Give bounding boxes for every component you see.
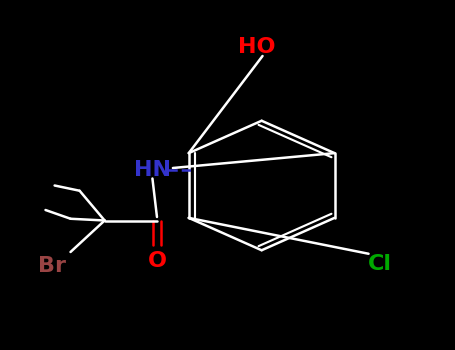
- Text: HN: HN: [134, 160, 171, 180]
- Text: HO: HO: [238, 37, 276, 57]
- Text: O: O: [147, 251, 167, 271]
- Text: Br: Br: [38, 256, 66, 276]
- Text: Cl: Cl: [368, 254, 392, 274]
